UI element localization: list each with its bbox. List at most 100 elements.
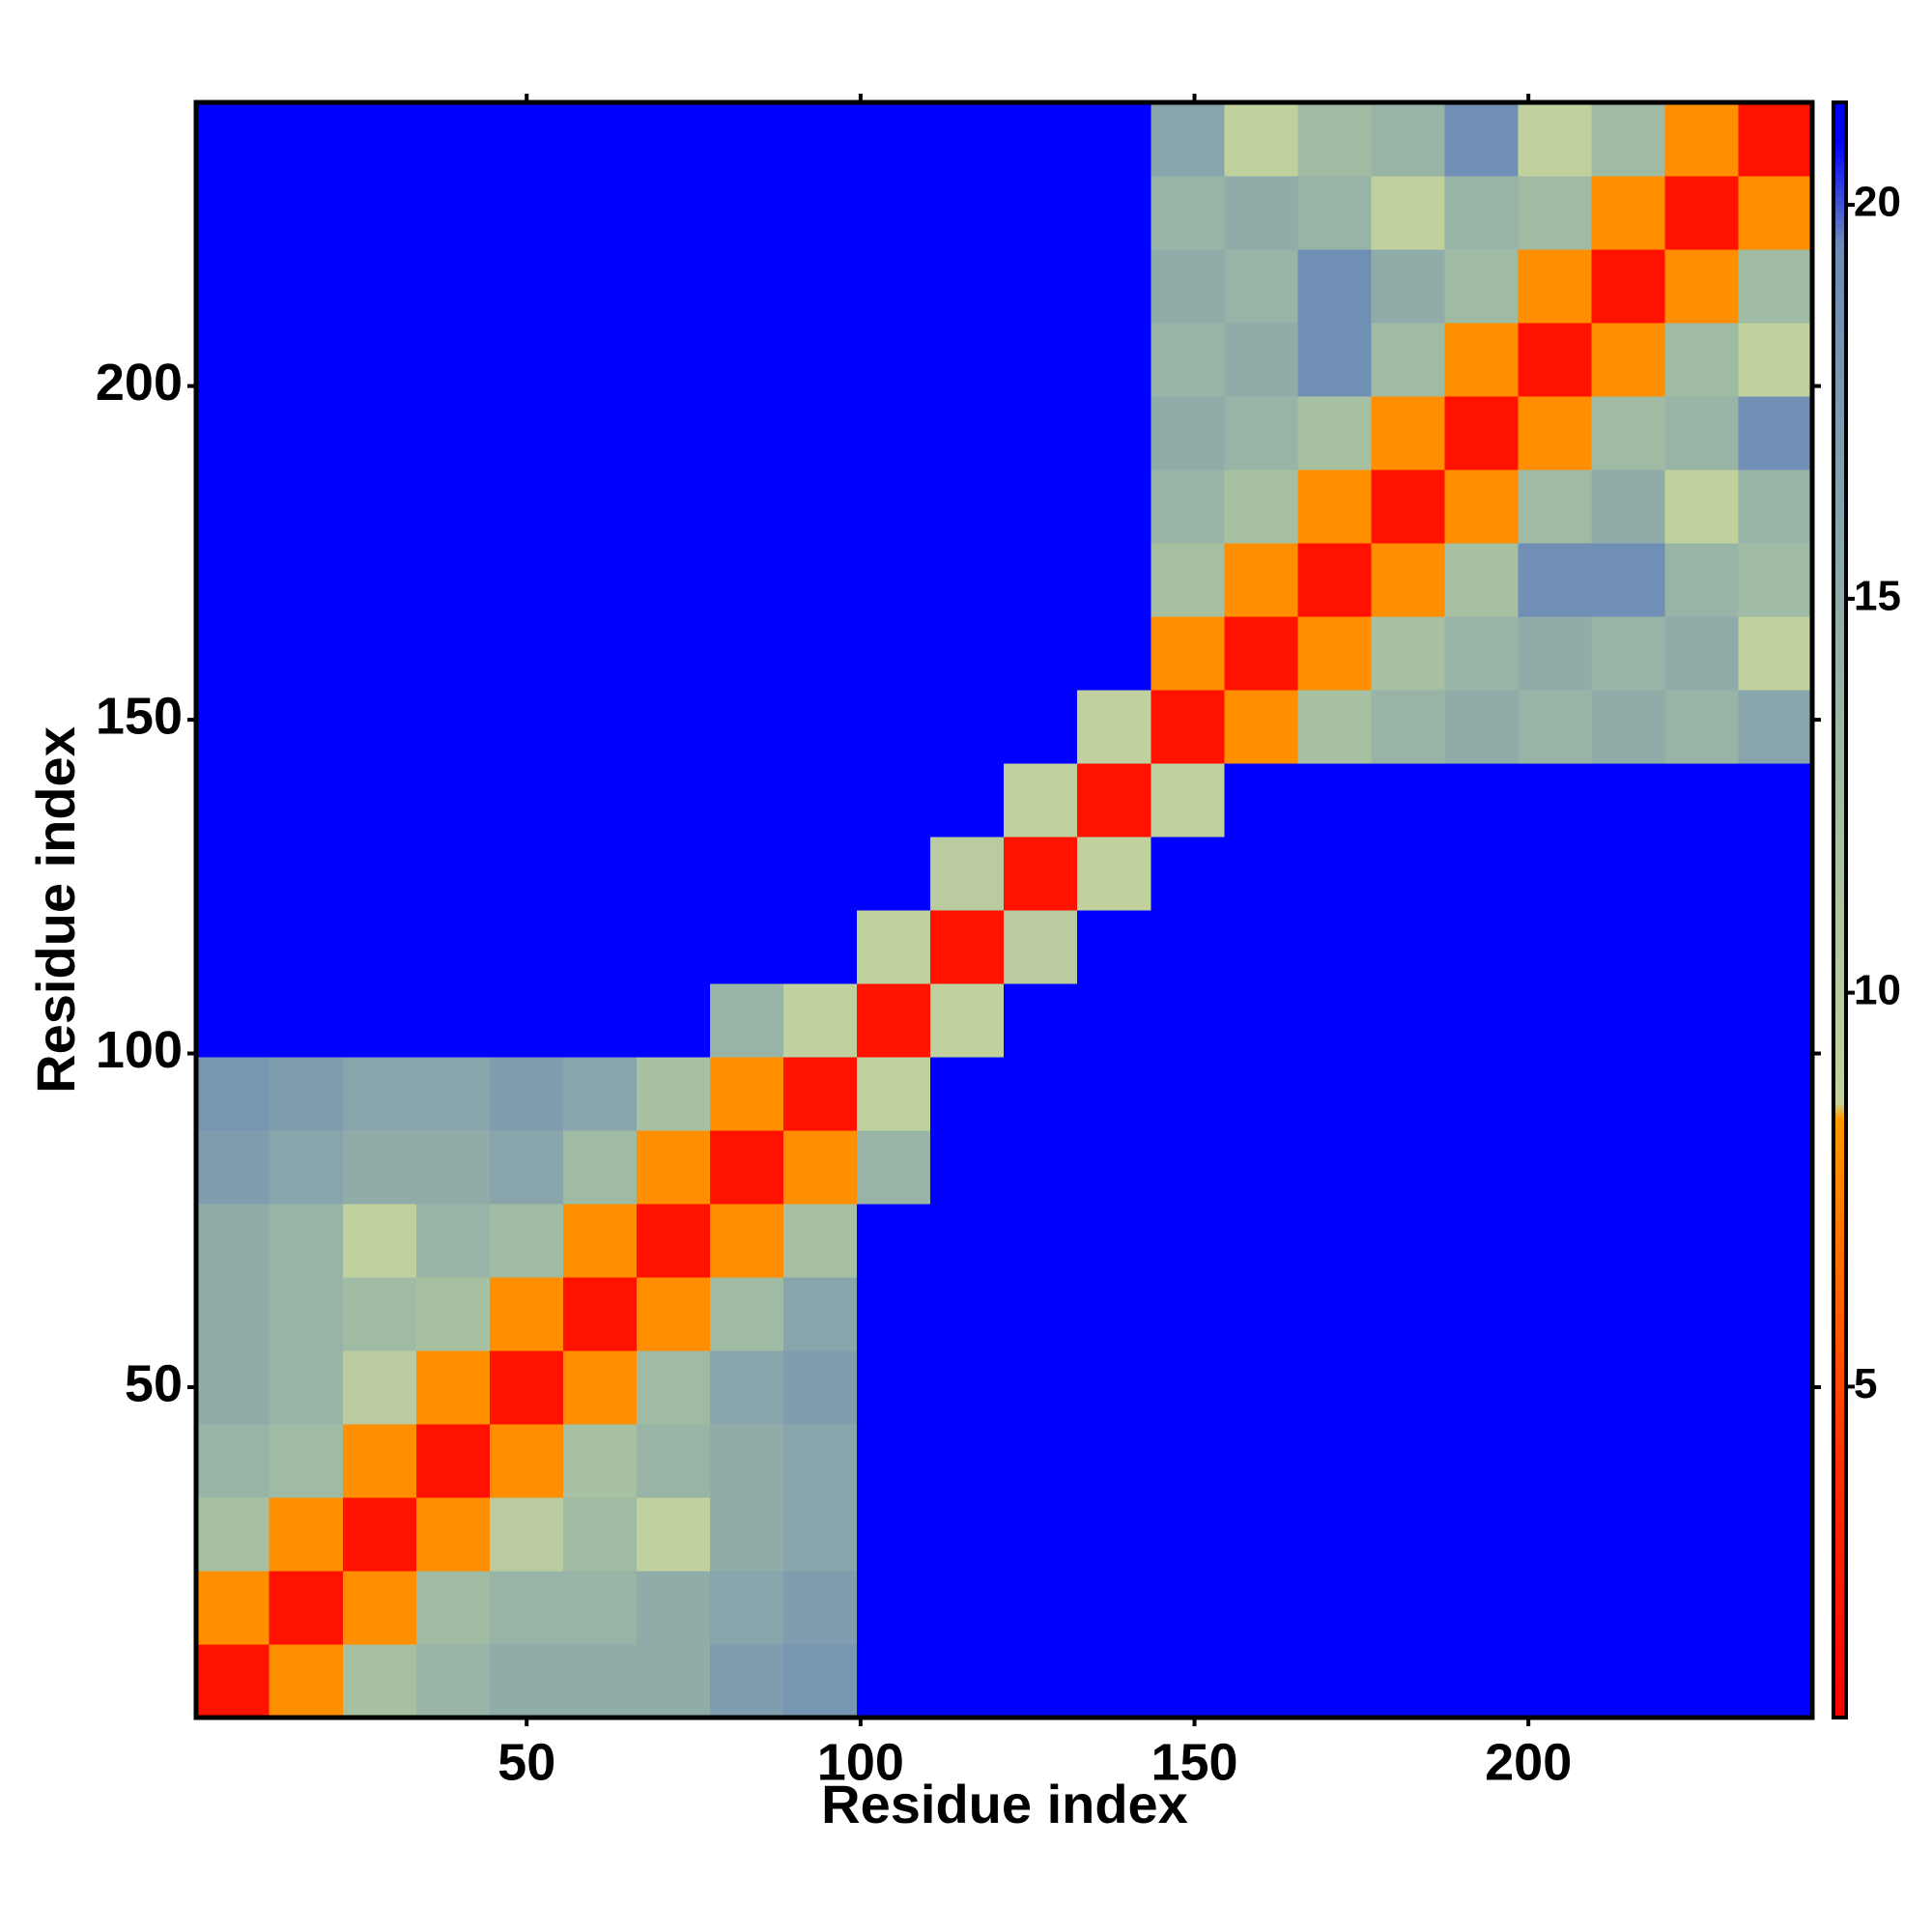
heatmap-cell: [1151, 836, 1225, 911]
heatmap-cell: [1077, 1570, 1151, 1645]
heatmap-cell: [930, 101, 1005, 177]
heatmap-cell: [636, 1056, 711, 1131]
heatmap-cell: [415, 542, 491, 617]
heatmap-cell: [1224, 542, 1298, 617]
heatmap-cell: [342, 982, 417, 1058]
heatmap-cell: [1371, 836, 1446, 911]
heatmap-cell: [636, 248, 711, 324]
heatmap-cell: [1004, 909, 1078, 984]
heatmap-cell: [1444, 615, 1520, 691]
heatmap-cell: [269, 1423, 344, 1498]
heatmap-cell: [1738, 689, 1813, 764]
heatmap-cell: [857, 175, 931, 250]
heatmap-cell: [783, 395, 858, 470]
heatmap-cell: [562, 1423, 638, 1498]
heatmap-cell: [415, 615, 491, 691]
heatmap-cell: [1738, 101, 1813, 177]
x-tick-label: 200: [1485, 1733, 1572, 1791]
heatmap-cell: [1518, 322, 1593, 397]
heatmap-cell: [489, 469, 564, 544]
heatmap-cell: [636, 1496, 711, 1572]
heatmap-cell: [1151, 982, 1225, 1058]
heatmap-cell: [783, 1276, 858, 1351]
heatmap-cell: [195, 1350, 270, 1425]
heatmap-cell: [562, 1129, 638, 1205]
heatmap-cell: [783, 836, 858, 911]
heatmap-cell: [710, 1350, 784, 1425]
heatmap-cell: [857, 1643, 931, 1719]
heatmap-cell: [783, 248, 858, 324]
heatmap-cell: [1224, 1423, 1298, 1498]
heatmap-cell: [1297, 1276, 1373, 1351]
heatmap-cell: [1224, 322, 1298, 397]
heatmap-cell: [710, 322, 784, 397]
heatmap-cell: [1297, 909, 1373, 984]
heatmap-cell: [415, 101, 491, 177]
heatmap-cell: [269, 1570, 344, 1645]
heatmap-cell: [1297, 762, 1373, 838]
heatmap-cell: [195, 1496, 270, 1572]
heatmap-cell: [195, 101, 270, 177]
heatmap-cell: [1664, 1570, 1740, 1645]
heatmap-cell: [1297, 615, 1373, 691]
heatmap-cell: [1591, 395, 1666, 470]
heatmap-cell: [1738, 1350, 1813, 1425]
heatmap-cell: [1004, 762, 1078, 838]
heatmap-cell: [489, 1276, 564, 1351]
heatmap-cell: [1151, 909, 1225, 984]
heatmap-cell: [1664, 1643, 1740, 1719]
colorbar-tick-label: 5: [1854, 1360, 1877, 1407]
heatmap-cell: [1444, 1643, 1520, 1719]
heatmap-cell: [1738, 1276, 1813, 1351]
heatmap-cell: [1224, 762, 1298, 838]
heatmap-cell: [1371, 1276, 1446, 1351]
heatmap-cell: [269, 1496, 344, 1572]
heatmap-cell: [1591, 762, 1666, 838]
heatmap-cell: [857, 1423, 931, 1498]
heatmap-cell: [857, 1129, 931, 1205]
heatmap-cell: [1664, 1350, 1740, 1425]
heatmap-cell: [1444, 101, 1520, 177]
heatmap-cell: [1004, 469, 1078, 544]
heatmap-cell: [783, 1570, 858, 1645]
heatmap-cell: [1224, 982, 1298, 1058]
heatmap-cell: [857, 101, 931, 177]
heatmap-cell: [636, 1203, 711, 1278]
x-tick-label: 50: [497, 1733, 555, 1791]
heatmap-cell: [195, 836, 270, 911]
heatmap-cell: [195, 1276, 270, 1351]
heatmap-cell: [489, 542, 564, 617]
heatmap-cell: [1297, 1129, 1373, 1205]
heatmap-cell: [1004, 1056, 1078, 1131]
heatmap-cell: [710, 689, 784, 764]
heatmap-cell: [1004, 1570, 1078, 1645]
heatmap-cell: [1151, 615, 1225, 691]
heatmap-cell: [1151, 689, 1225, 764]
heatmap-cell: [857, 615, 931, 691]
heatmap-cell: [783, 615, 858, 691]
heatmap-cell: [636, 1350, 711, 1425]
heatmap-cell: [857, 1203, 931, 1278]
heatmap-cell: [1444, 1570, 1520, 1645]
heatmap-cell: [857, 982, 931, 1058]
heatmap-cell: [489, 1496, 564, 1572]
heatmap-cell: [1151, 1570, 1225, 1645]
heatmap-cell: [1297, 689, 1373, 764]
colorbar-tick-label: 10: [1854, 966, 1901, 1013]
heatmap-cell: [269, 1129, 344, 1205]
heatmap-cell: [1371, 248, 1446, 324]
heatmap-cell: [710, 1423, 784, 1498]
heatmap-cell: [1444, 175, 1520, 250]
heatmap-cell: [1518, 469, 1593, 544]
heatmap-cell: [783, 542, 858, 617]
heatmap-cell: [562, 615, 638, 691]
heatmap-cell: [1664, 689, 1740, 764]
heatmap-cell: [1664, 762, 1740, 838]
heatmap-cell: [1444, 1276, 1520, 1351]
heatmap-cell: [195, 1423, 270, 1498]
heatmap-cell: [1371, 1203, 1446, 1278]
heatmap-cell: [857, 248, 931, 324]
heatmap-cell: [1591, 469, 1666, 544]
heatmap-cell: [1077, 1643, 1151, 1719]
